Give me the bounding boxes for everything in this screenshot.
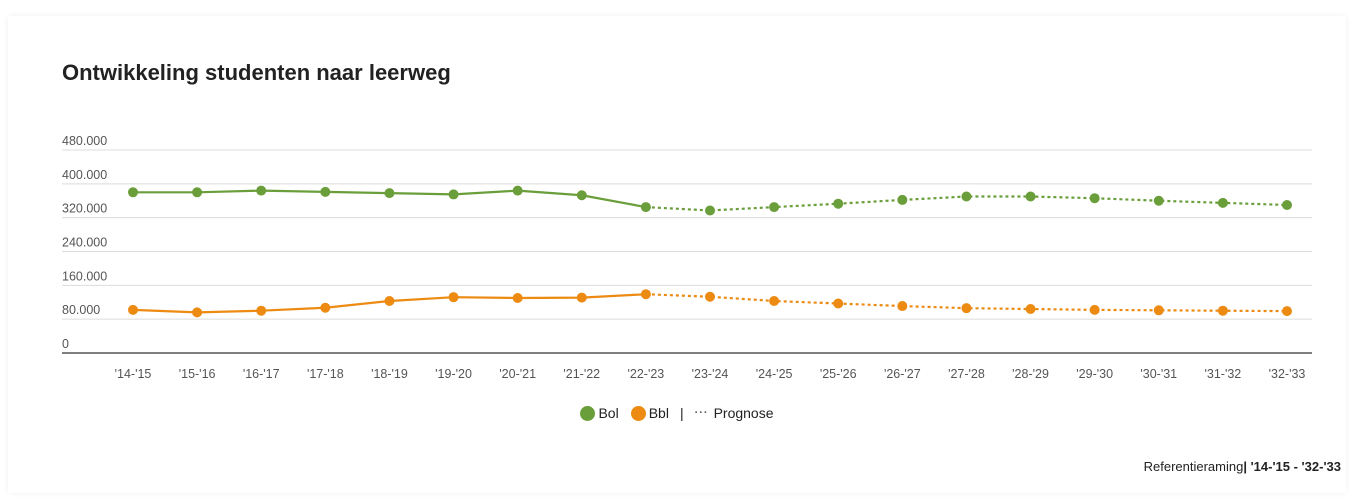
x-tick-label: '23-'24 bbox=[692, 367, 729, 381]
y-tick-label: 480.000 bbox=[62, 134, 107, 148]
data-point-bol bbox=[961, 191, 972, 202]
x-tick-label: '26-'27 bbox=[884, 367, 921, 381]
legend: Bol Bbl | ··· Prognose bbox=[0, 405, 1354, 421]
footer-label: Referentieraming bbox=[1143, 459, 1244, 474]
x-tick-label: '24-'25 bbox=[756, 367, 793, 381]
legend-bbl-label: Bbl bbox=[648, 405, 669, 421]
data-point-bol bbox=[705, 205, 715, 216]
data-point-bol bbox=[576, 190, 587, 201]
data-point-bol bbox=[256, 185, 267, 196]
legend-bol-marker bbox=[580, 405, 596, 421]
x-tick-label: '30-'31 bbox=[1140, 367, 1177, 381]
y-tick-label: 400.000 bbox=[62, 168, 107, 182]
x-axis-labels: '14-'15 '15-'16 '16-'17 '17-'18 '18-'19 '19-'… bbox=[115, 367, 1306, 381]
y-tick-label: 0 bbox=[62, 337, 69, 351]
data-point-bbl bbox=[705, 291, 715, 302]
data-point-bbl bbox=[1089, 304, 1100, 315]
grid-lines bbox=[62, 149, 1312, 354]
data-point-bol bbox=[128, 187, 138, 198]
y-axis-labels: 0 80.000 160.000 240.000 320.000 400.000 480.0… bbox=[62, 134, 107, 351]
data-point-bol bbox=[192, 187, 203, 198]
legend-bbl-marker bbox=[630, 405, 646, 421]
x-tick-label: '20-'21 bbox=[499, 367, 536, 381]
x-tick-label: '18-'19 bbox=[371, 367, 408, 381]
data-point-bbl bbox=[1025, 304, 1036, 315]
data-point-bol bbox=[1217, 197, 1228, 208]
y-tick-label: 320.000 bbox=[62, 202, 107, 216]
x-tick-label: '21-'22 bbox=[563, 367, 600, 381]
data-point-bbl bbox=[192, 307, 203, 318]
data-point-bbl bbox=[512, 293, 523, 304]
legend-prognose-label: Prognose bbox=[713, 405, 774, 421]
legend-item-prognose: ··· Prognose bbox=[695, 405, 774, 421]
data-point-bbl bbox=[897, 301, 908, 312]
data-point-bbl bbox=[1153, 305, 1164, 316]
data-point-bol bbox=[1282, 199, 1292, 210]
data-point-bbl bbox=[448, 292, 459, 303]
x-tick-label: '14-'15 bbox=[115, 367, 152, 381]
x-tick-label: '32-'33 bbox=[1269, 367, 1306, 381]
data-point-bbl bbox=[384, 295, 395, 306]
x-tick-label: '16-'17 bbox=[243, 367, 280, 381]
chart-title: Ontwikkeling studenten naar leerweg bbox=[62, 60, 451, 85]
data-point-bol bbox=[512, 185, 523, 196]
data-point-bol bbox=[384, 188, 395, 199]
data-point-bol bbox=[769, 202, 780, 213]
x-tick-label: '22-'23 bbox=[628, 367, 665, 381]
x-tick-label: '19-'20 bbox=[435, 367, 472, 381]
data-point-bol bbox=[833, 198, 844, 209]
data-point-bbl bbox=[256, 305, 267, 316]
data-point-bol bbox=[1153, 195, 1164, 206]
legend-item-bol[interactable]: Bol bbox=[580, 405, 619, 421]
data-point-bbl bbox=[320, 302, 331, 313]
footer-range: | '14-'15 - '32-'33 bbox=[1243, 459, 1341, 474]
x-tick-label: '25-'26 bbox=[820, 367, 857, 381]
data-point-bol bbox=[448, 189, 459, 200]
legend-bol-label: Bol bbox=[598, 405, 619, 421]
data-point-bbl bbox=[1282, 306, 1292, 317]
x-tick-label: '27-'28 bbox=[948, 367, 985, 381]
y-tick-label: 240.000 bbox=[62, 236, 107, 250]
data-point-bbl bbox=[576, 292, 587, 303]
data-point-bol bbox=[640, 202, 651, 213]
series-forecast-line-bol bbox=[645, 195, 1288, 212]
x-tick-label: '29-'30 bbox=[1076, 367, 1113, 381]
data-point-bol bbox=[1089, 193, 1100, 204]
data-point-bol bbox=[897, 194, 908, 205]
x-tick-label: '15-'16 bbox=[179, 367, 216, 381]
legend-item-bbl[interactable]: Bbl bbox=[625, 405, 669, 421]
data-point-bol bbox=[1025, 191, 1036, 202]
data-point-bbl bbox=[1217, 305, 1228, 316]
footer-note: Referentieraming| '14-'15 - '32-'33 bbox=[1144, 459, 1341, 474]
data-point-bbl bbox=[128, 304, 138, 315]
series-group bbox=[128, 185, 1292, 318]
dotted-line-icon: ··· bbox=[694, 407, 709, 419]
data-point-bol bbox=[320, 186, 331, 197]
chart-card bbox=[8, 16, 1346, 493]
data-point-bbl bbox=[769, 295, 780, 306]
data-point-bbl bbox=[640, 289, 651, 300]
data-point-bbl bbox=[961, 303, 972, 314]
x-tick-label: '31-'32 bbox=[1205, 367, 1242, 381]
y-tick-label: 160.000 bbox=[62, 269, 107, 283]
legend-separator: | bbox=[679, 405, 684, 421]
y-tick-label: 80.000 bbox=[62, 303, 100, 317]
x-tick-label: '17-'18 bbox=[307, 367, 344, 381]
x-tick-label: '28-'29 bbox=[1012, 367, 1049, 381]
data-point-bbl bbox=[833, 298, 844, 309]
